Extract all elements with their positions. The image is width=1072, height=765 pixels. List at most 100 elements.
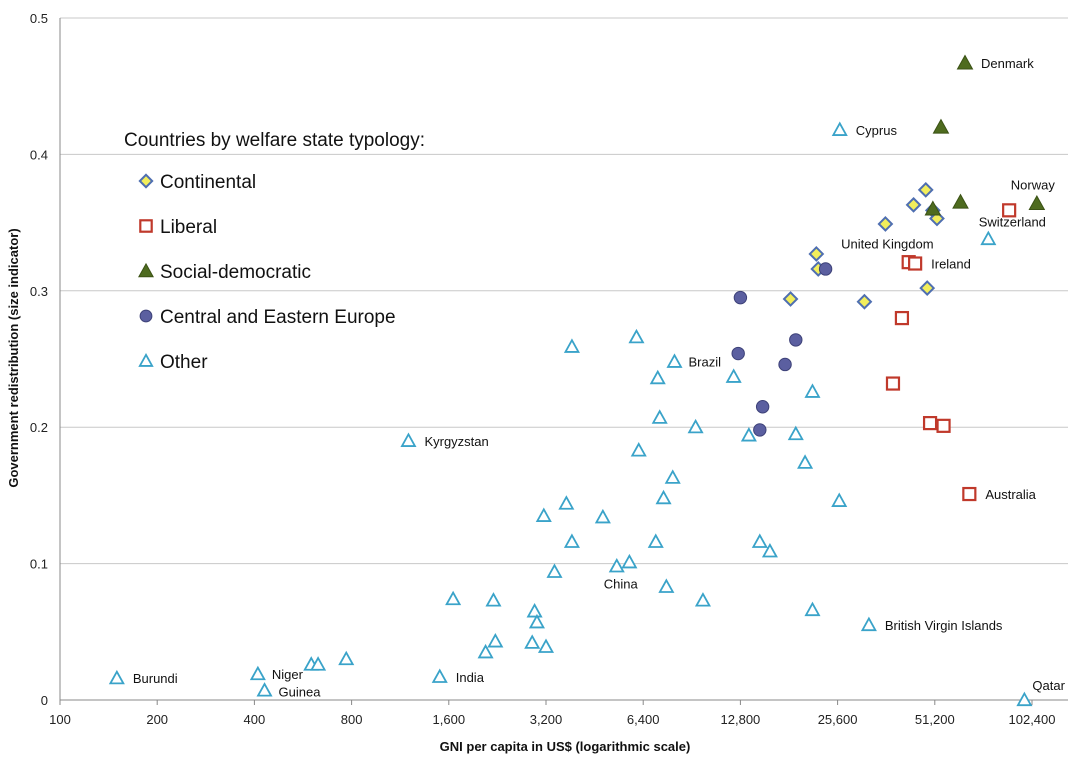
data-point — [487, 632, 504, 648]
data-point — [649, 369, 666, 385]
data-point — [818, 262, 833, 276]
y-tick-label: 0.2 — [30, 420, 48, 435]
annotation-label: United Kingdom — [841, 237, 934, 252]
x-tick-label: 400 — [244, 712, 266, 727]
data-point — [932, 118, 950, 134]
data-point — [917, 181, 934, 198]
data-point — [980, 230, 997, 246]
point-label: India — [456, 670, 485, 685]
point-labels: Cyprus Brazil Kyrgyzstan China British Virgi… — [133, 56, 1066, 699]
data-point — [952, 193, 969, 209]
legend-label: Continental — [160, 172, 256, 193]
x-tick-label: 800 — [341, 712, 363, 727]
data-point — [338, 650, 355, 666]
legend-marker — [138, 262, 154, 278]
data-point — [877, 216, 894, 232]
legend-label: Liberal — [160, 217, 217, 238]
x-tick-label: 25,600 — [818, 712, 858, 727]
legend: Countries by welfare state typology: Con… — [124, 130, 425, 373]
data-point — [445, 590, 462, 606]
data-point — [924, 200, 942, 216]
data-point — [905, 196, 922, 213]
y-tick-label: 0.5 — [30, 11, 48, 26]
data-point — [664, 469, 681, 484]
data-point — [908, 256, 923, 271]
x-tick-label: 6,400 — [627, 712, 660, 727]
y-axis-ticks: 0 0.1 0.2 0.3 0.4 0.5 — [30, 11, 48, 708]
data-point — [922, 416, 938, 431]
data-point — [630, 442, 647, 457]
point-label: China — [604, 576, 639, 591]
data-point — [594, 508, 611, 524]
data-point — [753, 423, 767, 437]
data-point — [526, 602, 543, 618]
data-point — [755, 400, 770, 414]
data-point — [860, 616, 877, 632]
legend-label: Social-democratic — [160, 262, 311, 283]
grid-lines — [60, 17, 1068, 565]
legend-marker — [138, 173, 154, 189]
data-point — [804, 383, 821, 398]
data-point — [797, 454, 814, 469]
point-label: Burundi — [133, 671, 178, 686]
data-point — [761, 542, 778, 558]
data-point — [731, 346, 745, 361]
data-points — [108, 54, 1046, 707]
data-point — [894, 310, 910, 326]
data-point — [563, 338, 580, 353]
data-point — [919, 280, 936, 296]
data-point — [733, 290, 748, 305]
data-point — [831, 492, 848, 507]
point-label: Ireland — [931, 257, 971, 272]
x-tick-label: 200 — [146, 712, 168, 727]
data-point — [537, 638, 555, 653]
legend-label: Central and Eastern Europe — [160, 307, 396, 328]
point-label: Qatar — [1032, 678, 1065, 693]
data-point — [782, 291, 799, 307]
data-point — [1016, 691, 1033, 707]
x-tick-label: 12,800 — [721, 712, 761, 727]
data-point — [558, 495, 575, 510]
data-point — [528, 613, 545, 629]
legend-label: Other — [160, 352, 208, 373]
legend-marker — [138, 352, 154, 367]
data-point — [658, 578, 675, 593]
data-point — [856, 293, 873, 310]
data-point — [256, 682, 273, 697]
data-point — [956, 54, 974, 70]
data-point — [778, 357, 792, 372]
y-axis-title: Government redistribution (size indicato… — [6, 228, 21, 487]
axes — [59, 18, 1068, 701]
legend-title: Countries by welfare state typology: — [124, 130, 425, 151]
data-point — [477, 643, 494, 659]
data-point — [787, 425, 804, 441]
data-point — [687, 418, 704, 434]
data-point — [751, 533, 768, 548]
x-axis-ticks: 100 200 400 800 1,600 3,200 6,400 12,800 25,600 5… — [49, 700, 1056, 727]
x-tick-label: 1,600 — [433, 712, 466, 727]
data-point — [740, 427, 757, 442]
y-tick-label: 0.4 — [30, 147, 48, 162]
data-point — [804, 601, 821, 617]
x-tick-label: 3,200 — [530, 712, 563, 727]
data-point — [563, 533, 580, 548]
data-point — [546, 563, 563, 578]
data-point — [666, 353, 683, 368]
point-label: Cyprus — [856, 123, 898, 138]
legend-marker — [139, 219, 153, 233]
x-axis-title: GNI per capita in US$ (logarithmic scale… — [440, 739, 691, 754]
data-point — [725, 368, 742, 383]
point-label: Norway — [1011, 178, 1056, 193]
y-tick-label: 0.3 — [30, 284, 48, 299]
point-label: Australia — [985, 487, 1036, 502]
data-point — [535, 507, 552, 522]
data-point — [485, 592, 502, 607]
data-point — [885, 376, 901, 391]
data-point — [608, 557, 625, 573]
data-point — [831, 121, 848, 136]
point-label: Guinea — [279, 684, 322, 699]
point-label: Niger — [272, 667, 304, 682]
data-point — [249, 665, 266, 681]
data-point — [621, 553, 638, 569]
data-point — [936, 418, 951, 433]
